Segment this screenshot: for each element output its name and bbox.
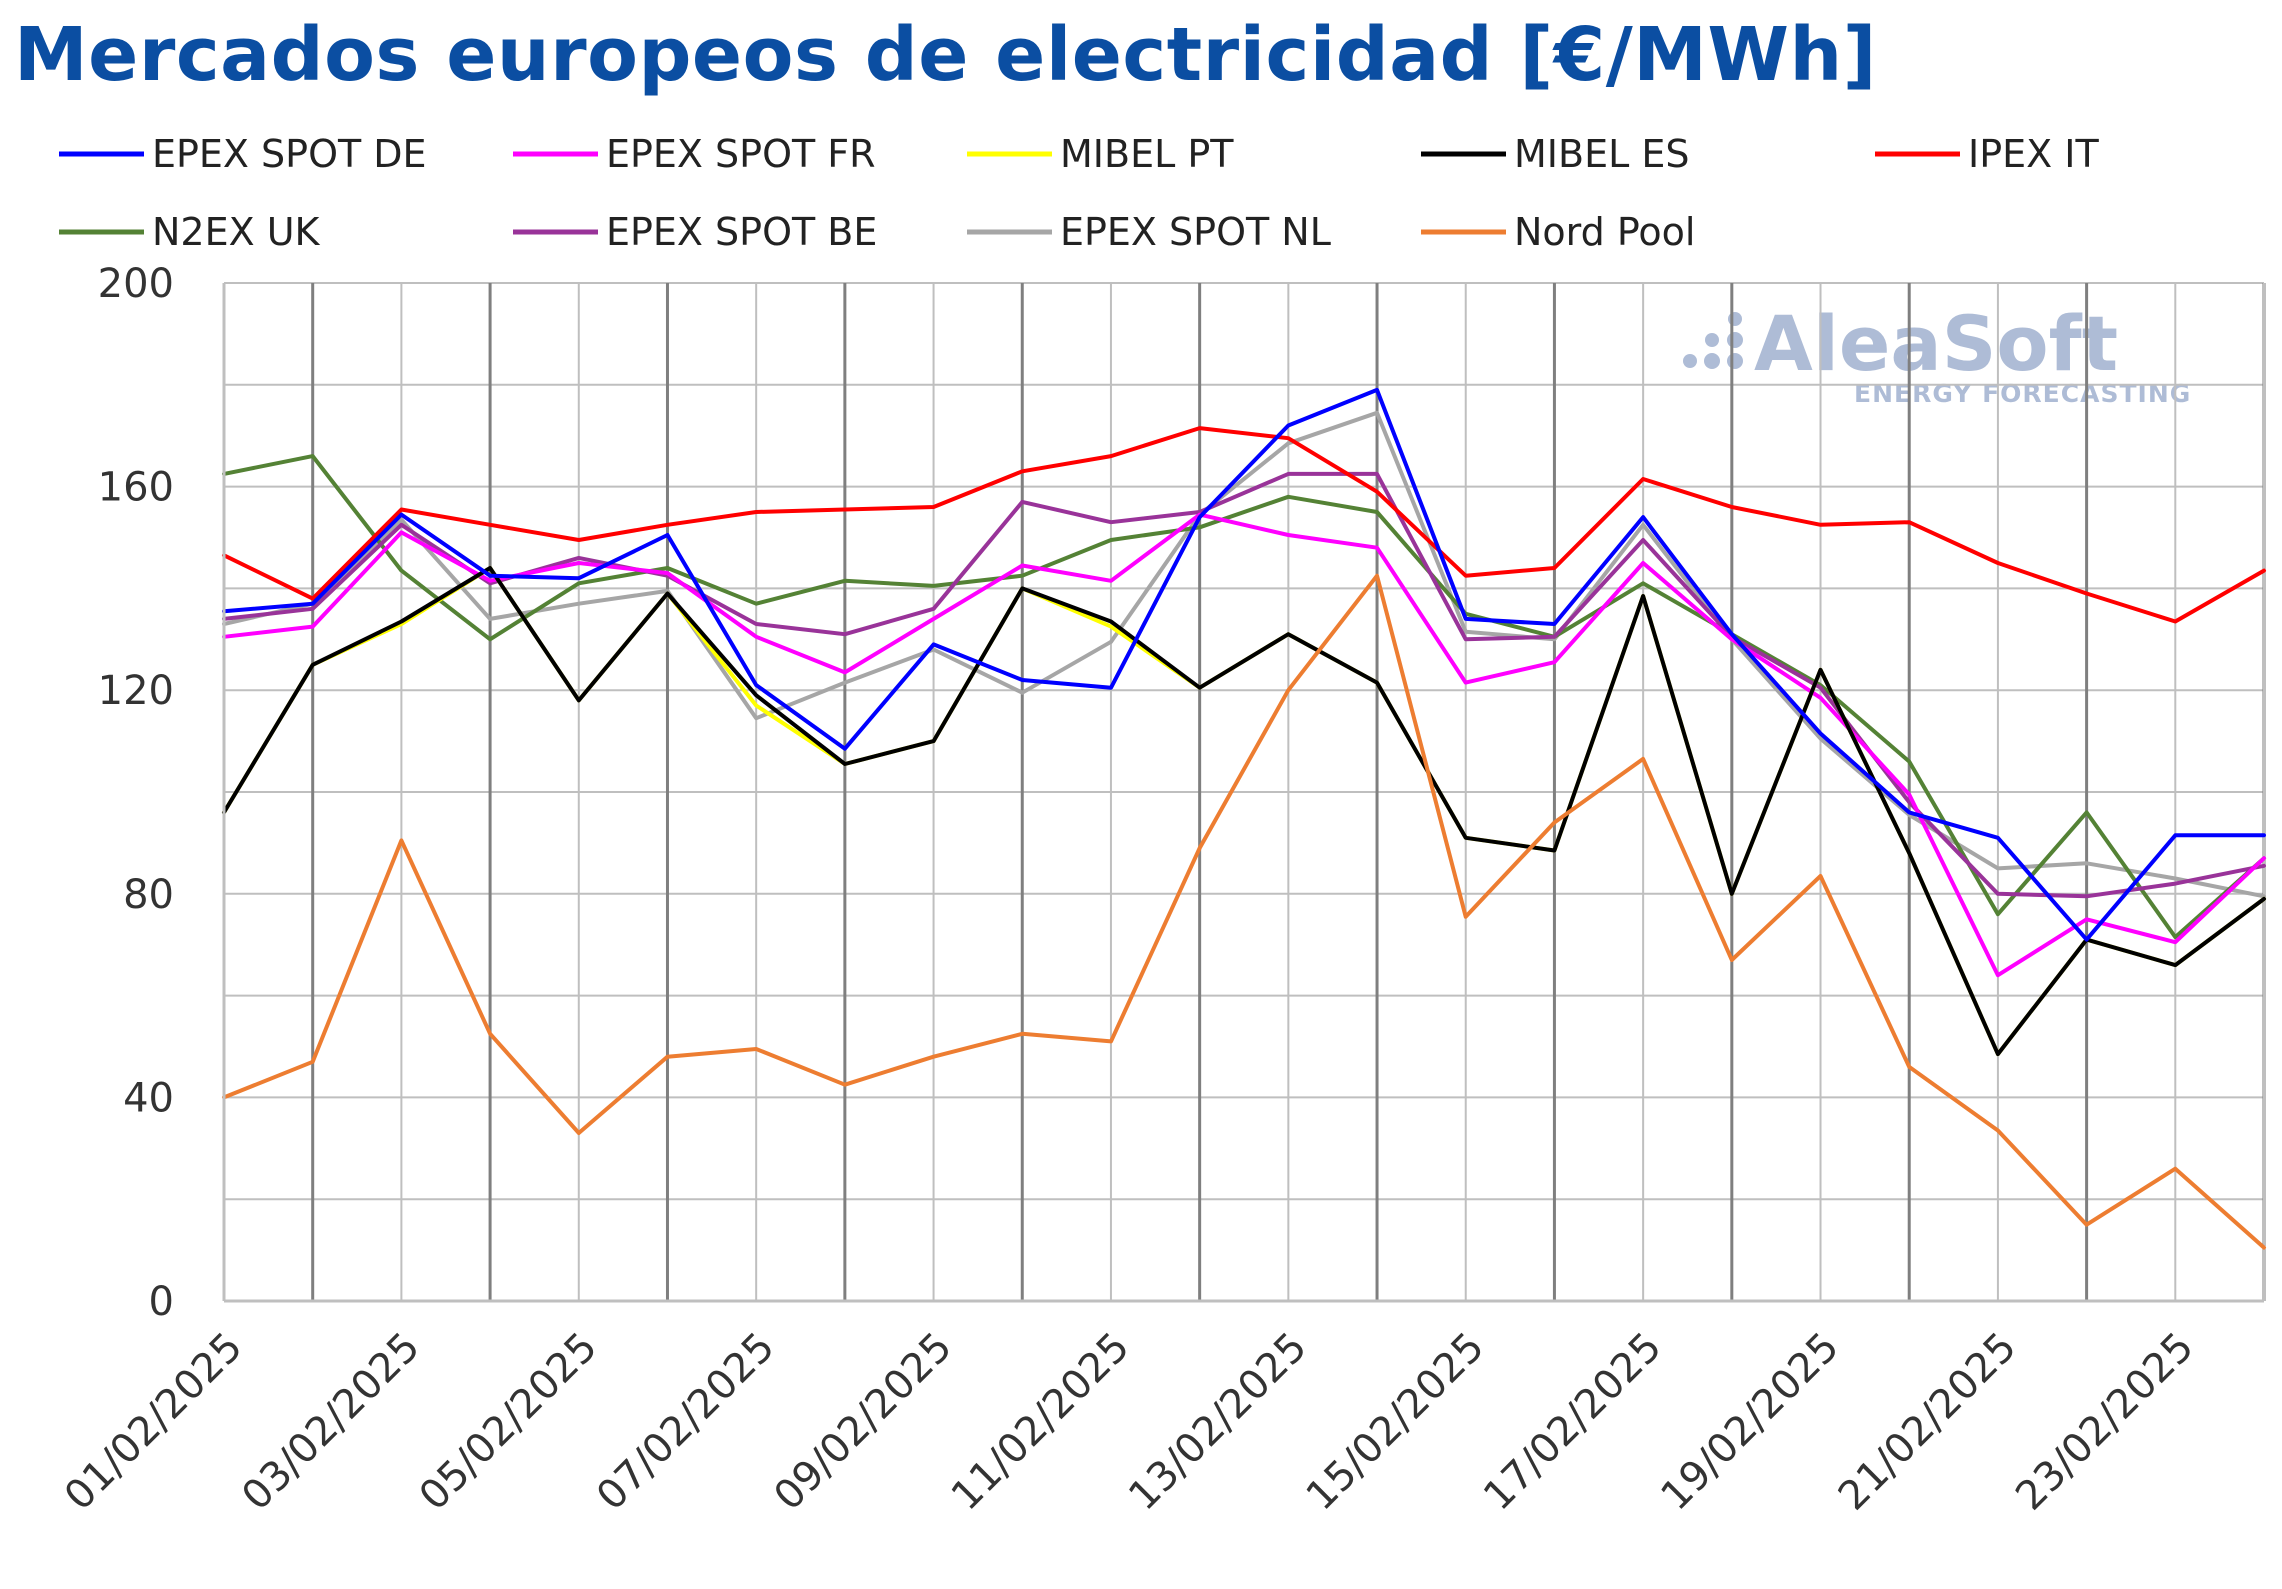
legend-label: Nord Pool xyxy=(1514,210,1695,254)
x-tick-label: 15/02/2025 xyxy=(1298,1324,1494,1520)
legend-item: N2EX UK xyxy=(59,210,321,254)
x-tick-label: 09/02/2025 xyxy=(765,1324,961,1520)
watermark-tagline: ENERGY FORECASTING xyxy=(1854,379,2191,408)
y-tick-label: 120 xyxy=(98,668,174,714)
legend-label: EPEX SPOT FR xyxy=(606,132,876,176)
axes: 0 40 80 120 160 200 01/02/202503/02/202505/02/… xyxy=(56,261,2264,1519)
aleasoft-logo-icon xyxy=(1683,312,1743,369)
legend-label: EPEX SPOT BE xyxy=(606,210,877,254)
grid xyxy=(223,282,2266,1302)
legend: EPEX SPOT DE EPEX SPOT FR MIBEL PT MIBEL ES… xyxy=(59,132,2099,254)
x-tick-label: 13/02/2025 xyxy=(1120,1324,1316,1520)
series-line-epex-spot-de xyxy=(222,387,2266,942)
watermark-brand: AleaSoft xyxy=(1754,299,2118,388)
legend-label: EPEX SPOT DE xyxy=(152,132,427,176)
legend-item: Nord Pool xyxy=(1421,210,1695,254)
series-line-epex-spot-nl xyxy=(222,410,2266,899)
x-tick-label: 23/02/2025 xyxy=(2007,1324,2203,1520)
x-tick-label: 17/02/2025 xyxy=(1475,1324,1671,1520)
series-line-epex-spot-be xyxy=(222,471,2266,899)
series-line-n2ex-uk xyxy=(222,454,2266,940)
legend-item: EPEX SPOT NL xyxy=(967,210,1331,254)
series-lines xyxy=(222,387,2266,1250)
legend-item: EPEX SPOT FR xyxy=(513,132,876,176)
series-line-nord-pool xyxy=(222,573,2266,1250)
legend-item: EPEX SPOT DE xyxy=(59,132,427,176)
legend-label: MIBEL PT xyxy=(1060,132,1234,176)
legend-item: MIBEL PT xyxy=(967,132,1234,176)
x-tick-label: 07/02/2025 xyxy=(588,1324,784,1520)
y-tick-label: 40 xyxy=(123,1075,174,1121)
legend-label: IPEX IT xyxy=(1968,132,2099,176)
x-tick-label: 01/02/2025 xyxy=(56,1324,252,1520)
y-tick-label: 0 xyxy=(149,1279,174,1325)
chart-title: Mercados europeos de electricidad [€/MWh… xyxy=(14,12,1877,98)
legend-label: MIBEL ES xyxy=(1514,132,1689,176)
legend-item: EPEX SPOT BE xyxy=(513,210,877,254)
series-line-epex-spot-fr xyxy=(222,512,2266,978)
legend-item: MIBEL ES xyxy=(1421,132,1689,176)
x-tick-label: 19/02/2025 xyxy=(1652,1324,1848,1520)
y-tick-label: 200 xyxy=(98,261,174,307)
aleasoft-watermark: AleaSoft ENERGY FORECASTING xyxy=(1683,299,2191,408)
x-tick-label: 05/02/2025 xyxy=(411,1324,607,1520)
x-tick-label: 21/02/2025 xyxy=(1830,1324,2026,1520)
y-tick-label: 160 xyxy=(98,465,174,511)
series-line-mibel-pt xyxy=(222,566,2266,1057)
series-line-ipex-it xyxy=(222,426,2266,624)
x-tick-label: 03/02/2025 xyxy=(233,1324,429,1520)
legend-item: IPEX IT xyxy=(1875,132,2099,176)
legend-label: N2EX UK xyxy=(152,210,321,254)
y-tick-label: 80 xyxy=(123,872,174,918)
x-tick-label: 11/02/2025 xyxy=(943,1324,1139,1520)
series-line-mibel-es xyxy=(222,566,2266,1057)
legend-label: EPEX SPOT NL xyxy=(1060,210,1331,254)
